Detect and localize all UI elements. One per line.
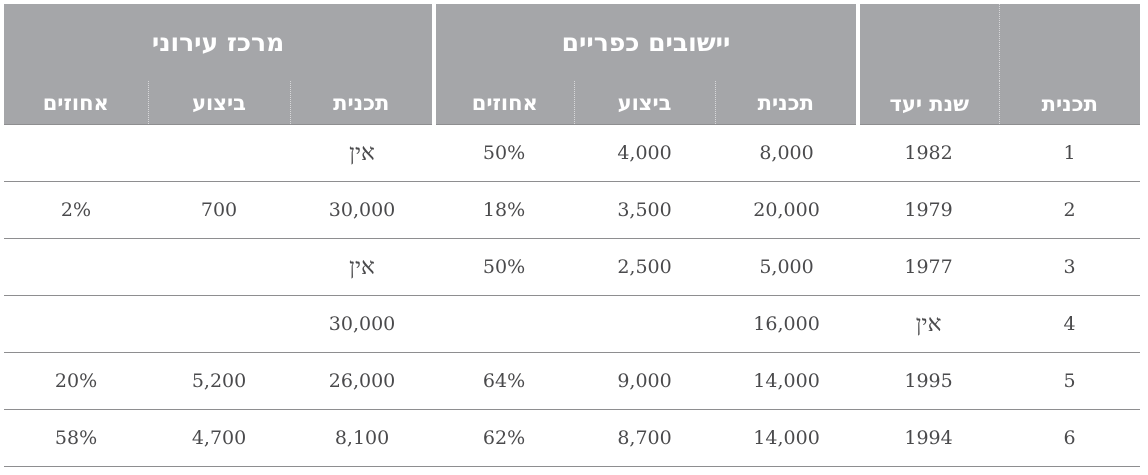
cell-villages-execution: 8,700 — [574, 409, 716, 467]
table-row: 6 1994 14,000 8,700 62% 8,100 4,700 58% — [4, 409, 1141, 467]
cell-villages-execution: 9,000 — [574, 352, 716, 410]
cell-plan: 5 — [999, 352, 1141, 410]
cell-urban-percent — [4, 238, 149, 296]
cell-villages-percent: 18% — [434, 181, 575, 239]
cell-villages-percent: 50% — [434, 238, 575, 296]
cell-villages-percent: 50% — [434, 124, 575, 182]
header-group-urban: מרכז עירוני — [4, 4, 435, 82]
header-group-villages: יישובים כפריים — [432, 4, 859, 82]
cell-villages-plan: 14,000 — [715, 409, 859, 467]
table-row: 4 אין 16,000 30,000 — [4, 295, 1141, 353]
table-body: 1 1982 8,000 4,000 50% אין 2 1979 20,000… — [4, 124, 1141, 467]
cell-target-year: 1995 — [858, 352, 1000, 410]
cell-villages-execution: 3,500 — [574, 181, 716, 239]
cell-villages-percent — [434, 295, 575, 353]
cell-urban-plan: 30,000 — [290, 295, 435, 353]
cell-villages-plan: 14,000 — [715, 352, 859, 410]
cell-villages-execution — [574, 295, 716, 353]
cell-urban-percent: 2% — [4, 181, 149, 239]
header-urban-plan: תכנית — [289, 81, 435, 125]
cell-villages-execution: 2,500 — [574, 238, 716, 296]
table-row: 3 1977 5,000 2,500 50% אין — [4, 238, 1141, 296]
cell-plan: 2 — [999, 181, 1141, 239]
cell-villages-plan: 20,000 — [715, 181, 859, 239]
header-villages-execution: ביצוע — [573, 81, 716, 125]
cell-urban-execution — [148, 238, 291, 296]
cell-urban-percent — [4, 295, 149, 353]
cell-urban-plan: 30,000 — [290, 181, 435, 239]
cell-urban-percent: 58% — [4, 409, 149, 467]
header-urban-percent: אחוזים — [4, 81, 149, 125]
table-row: 2 1979 20,000 3,500 18% 30,000 700 2% — [4, 181, 1141, 239]
header-villages-percent: אחוזים — [432, 81, 575, 125]
cell-urban-execution — [148, 124, 291, 182]
cell-plan: 6 — [999, 409, 1141, 467]
cell-villages-execution: 4,000 — [574, 124, 716, 182]
cell-urban-percent — [4, 124, 149, 182]
header-plan: תכנית — [998, 4, 1141, 125]
cell-villages-percent: 64% — [434, 352, 575, 410]
cell-urban-percent: 20% — [4, 352, 149, 410]
header-urban-execution: ביצוע — [147, 81, 291, 125]
cell-plan: 4 — [999, 295, 1141, 353]
header-villages-plan: תכנית — [714, 81, 859, 125]
cell-villages-plan: 5,000 — [715, 238, 859, 296]
cell-urban-execution: 5,200 — [148, 352, 291, 410]
cell-target-year: 1982 — [858, 124, 1000, 182]
table-row: 5 1995 14,000 9,000 64% 26,000 5,200 20% — [4, 352, 1141, 410]
table-row: 1 1982 8,000 4,000 50% אין — [4, 124, 1141, 182]
cell-plan: 3 — [999, 238, 1141, 296]
cell-urban-plan: אין — [290, 238, 435, 296]
cell-urban-plan: 8,100 — [290, 409, 435, 467]
header-target-year: שנת יעד — [856, 4, 1000, 125]
cell-urban-execution — [148, 295, 291, 353]
plans-table-container: תכנית שנת יעד יישובים כפריים מרכז עירוני… — [4, 4, 1141, 467]
cell-villages-plan: 8,000 — [715, 124, 859, 182]
plans-table: תכנית שנת יעד יישובים כפריים מרכז עירוני… — [4, 4, 1141, 467]
cell-target-year: 1979 — [858, 181, 1000, 239]
cell-urban-execution: 700 — [148, 181, 291, 239]
cell-target-year: 1977 — [858, 238, 1000, 296]
cell-urban-plan: 26,000 — [290, 352, 435, 410]
cell-target-year: 1994 — [858, 409, 1000, 467]
cell-villages-plan: 16,000 — [715, 295, 859, 353]
cell-villages-percent: 62% — [434, 409, 575, 467]
cell-target-year: אין — [858, 295, 1000, 353]
cell-urban-plan: אין — [290, 124, 435, 182]
header-row-groups: תכנית שנת יעד יישובים כפריים מרכז עירוני — [4, 4, 1141, 125]
cell-plan: 1 — [999, 124, 1141, 182]
table-header: תכנית שנת יעד יישובים כפריים מרכז עירוני… — [4, 4, 1141, 125]
cell-urban-execution: 4,700 — [148, 409, 291, 467]
header-row-subcolumns: תכנית ביצוע אחוזים תכנית ביצוע אחוזים — [4, 81, 1140, 125]
